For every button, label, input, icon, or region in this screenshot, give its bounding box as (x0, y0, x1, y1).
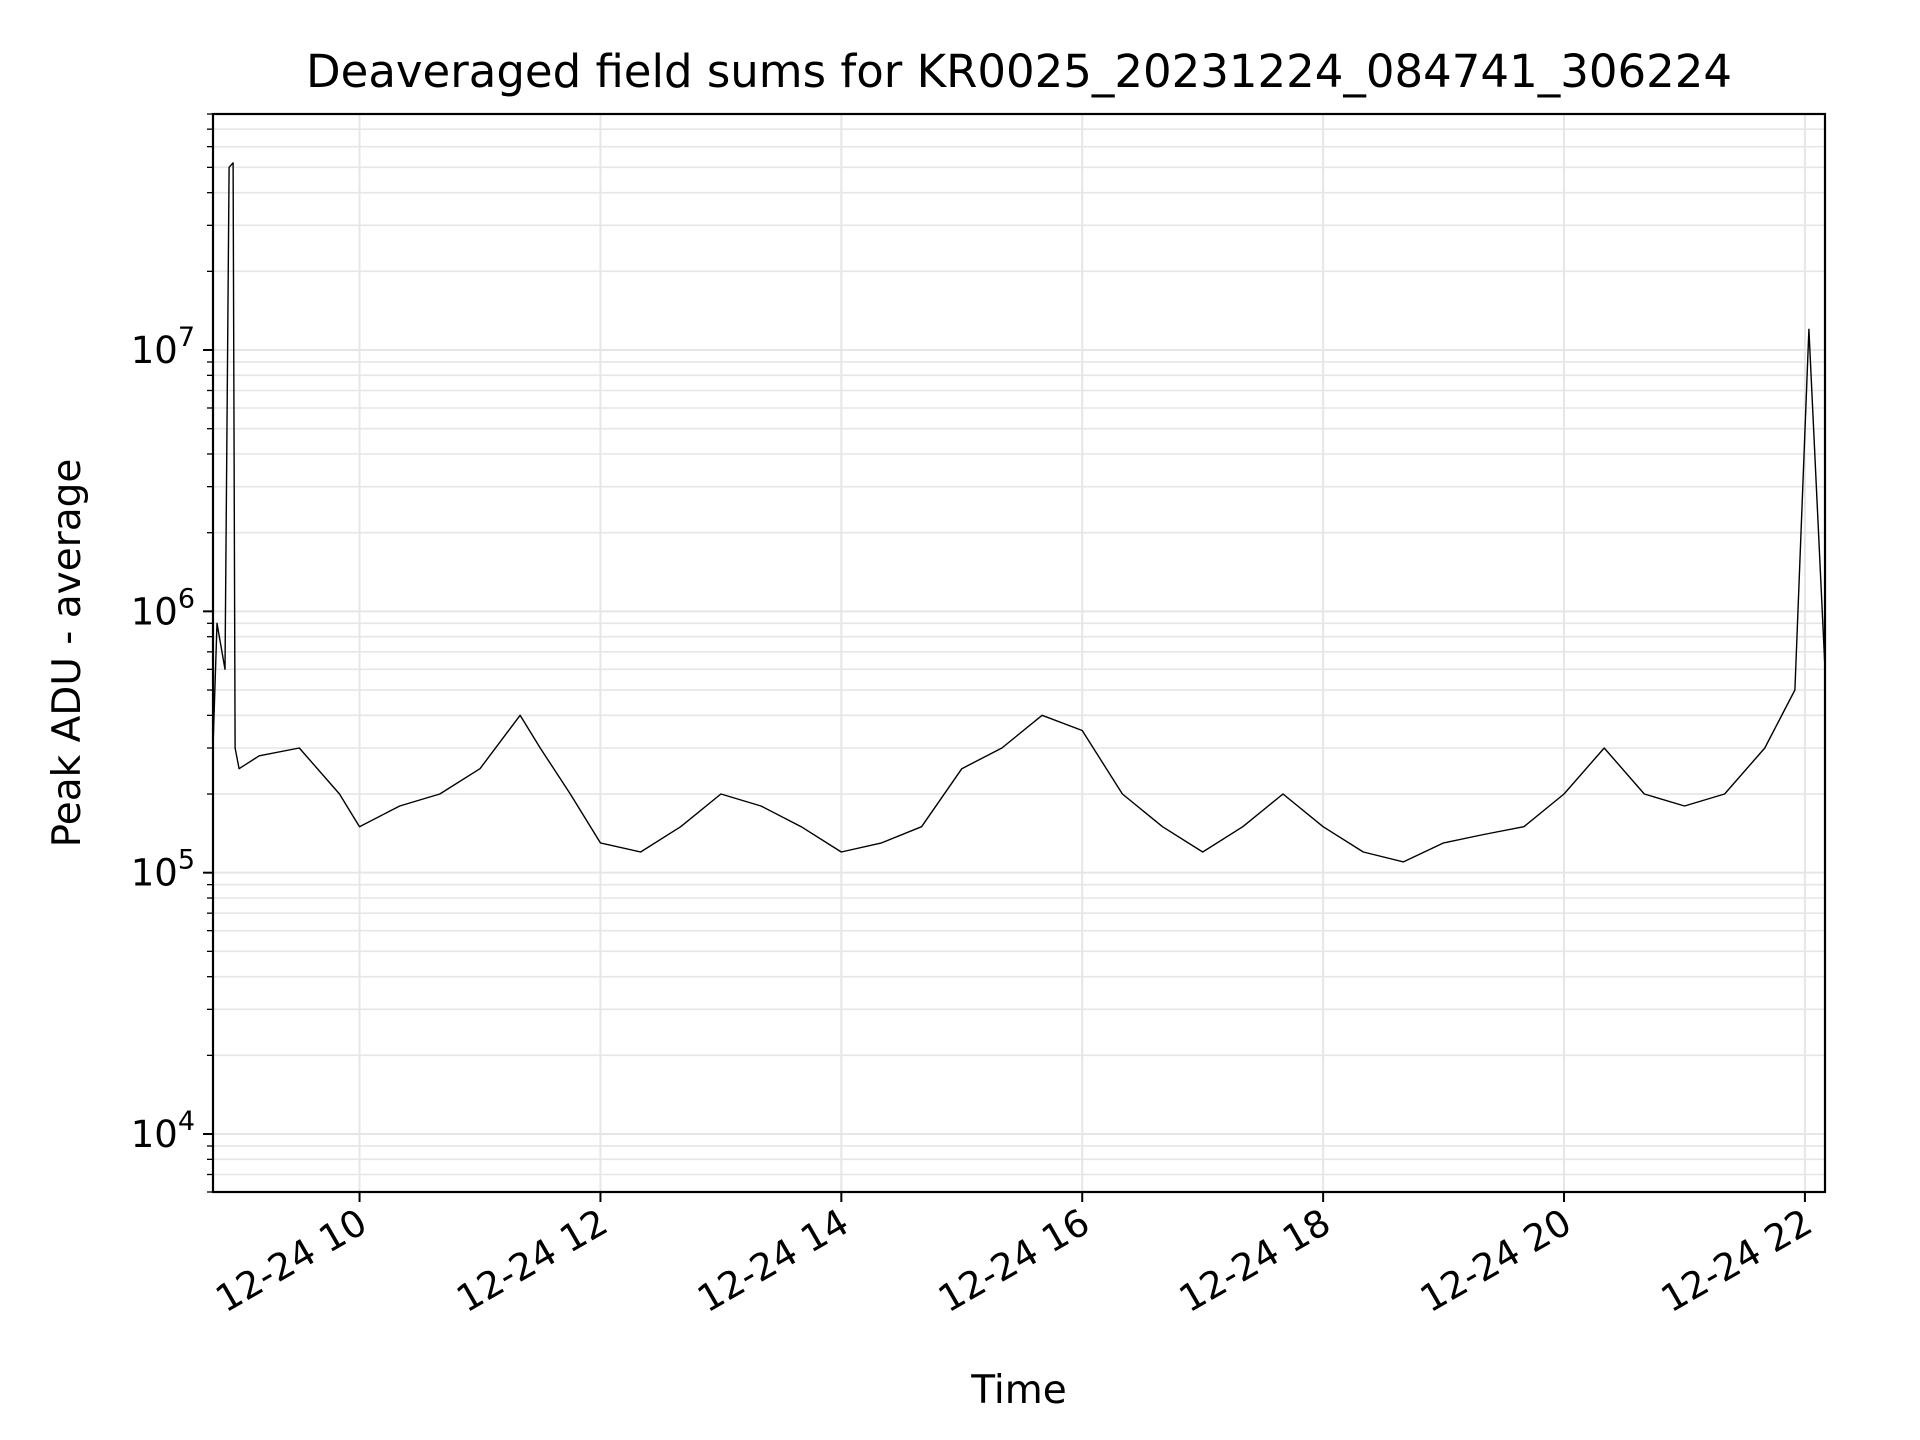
axes-frame (211, 112, 1827, 1194)
y-tick-label: 104 (131, 1106, 195, 1156)
plot-area (212, 162, 1826, 863)
x-tick-label: 12-24 22 (1654, 1201, 1820, 1321)
y-tick-label: 107 (131, 322, 195, 372)
x-tick-label: 12-24 14 (690, 1201, 856, 1321)
y-tick-label: 105 (131, 845, 195, 895)
axis-ticks: 104 105 106 107 12-24 10 12-24 12 12-24 14 12-2… (131, 113, 1820, 1321)
grid (213, 113, 1825, 1193)
x-axis-label: Time (970, 1368, 1066, 1413)
x-tick-label: 12-24 10 (208, 1201, 374, 1321)
y-tick-label: 106 (131, 583, 195, 633)
y-axis-label: Peak ADU - average (45, 459, 90, 848)
x-tick-label: 12-24 16 (931, 1201, 1097, 1321)
x-tick-label: 12-24 18 (1172, 1201, 1338, 1321)
series-line (212, 162, 1826, 863)
chart-title: Deaveraged field sums for KR0025_2023122… (306, 45, 1732, 98)
x-tick-label: 12-24 12 (449, 1201, 615, 1321)
x-tick-label: 12-24 20 (1413, 1201, 1579, 1321)
